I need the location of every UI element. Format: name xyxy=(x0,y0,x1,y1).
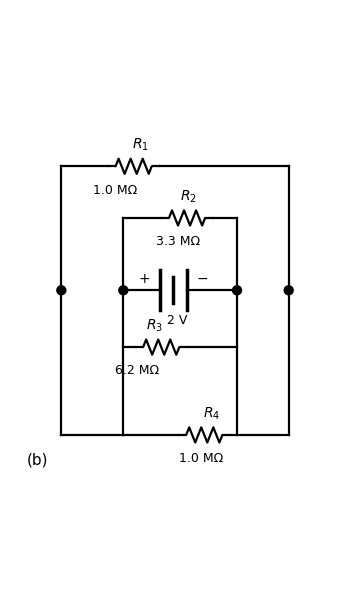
Text: $R_2$: $R_2$ xyxy=(180,188,197,205)
Circle shape xyxy=(57,286,66,295)
Text: (b): (b) xyxy=(27,453,48,467)
Text: 1.0 MΩ: 1.0 MΩ xyxy=(179,452,223,465)
Text: 3.3 MΩ: 3.3 MΩ xyxy=(156,235,201,248)
Circle shape xyxy=(232,286,241,295)
Text: $R_3$: $R_3$ xyxy=(146,317,163,334)
Text: $R_1$: $R_1$ xyxy=(132,137,149,153)
Text: −: − xyxy=(197,272,208,286)
Text: 2 V: 2 V xyxy=(167,314,187,327)
Text: 6.2 MΩ: 6.2 MΩ xyxy=(115,364,159,378)
Circle shape xyxy=(119,286,128,295)
Circle shape xyxy=(284,286,293,295)
Text: +: + xyxy=(138,272,150,286)
Text: $R_4$: $R_4$ xyxy=(203,405,220,422)
Text: 1.0 MΩ: 1.0 MΩ xyxy=(93,183,137,197)
